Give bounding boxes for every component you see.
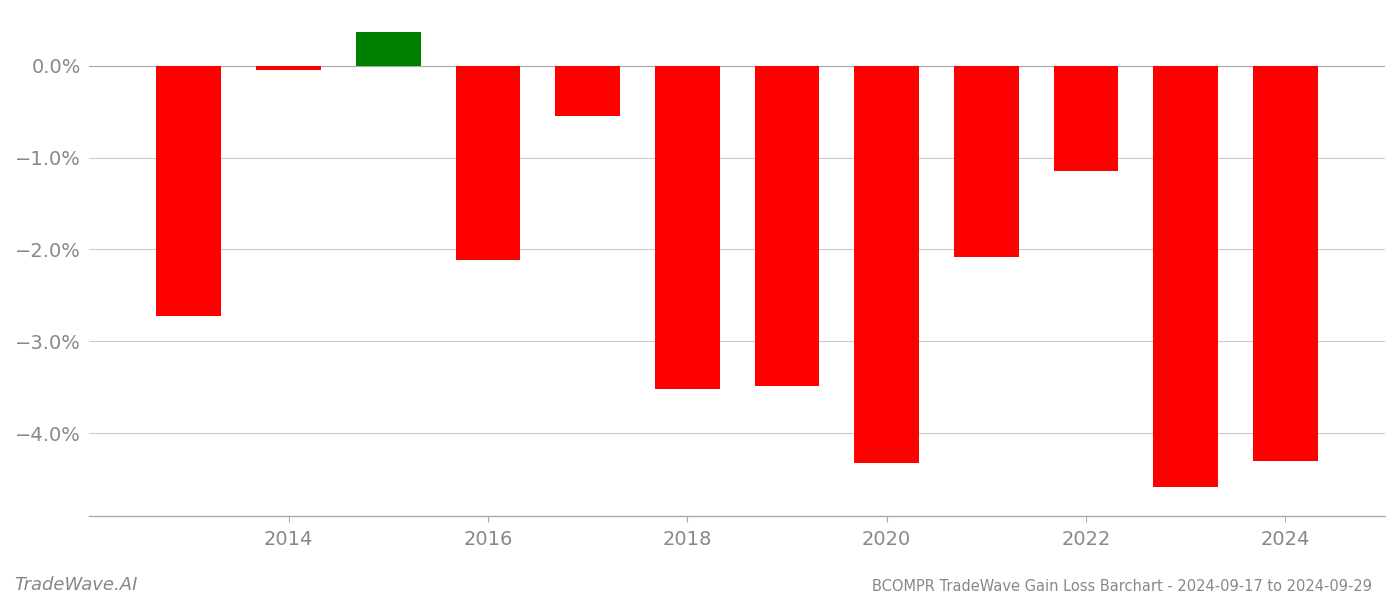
Bar (854, 65, 918, 463)
Bar (157, 65, 221, 316)
Text: TradeWave.AI: TradeWave.AI (14, 576, 137, 594)
Bar (755, 65, 819, 386)
Bar (1253, 65, 1317, 461)
Bar (556, 65, 620, 116)
Bar (1154, 65, 1218, 487)
Bar (953, 65, 1019, 257)
Bar (1054, 65, 1119, 172)
Bar (655, 65, 720, 389)
Bar (256, 65, 321, 70)
Bar (455, 65, 521, 260)
Text: BCOMPR TradeWave Gain Loss Barchart - 2024-09-17 to 2024-09-29: BCOMPR TradeWave Gain Loss Barchart - 20… (872, 579, 1372, 594)
Bar (356, 32, 420, 65)
